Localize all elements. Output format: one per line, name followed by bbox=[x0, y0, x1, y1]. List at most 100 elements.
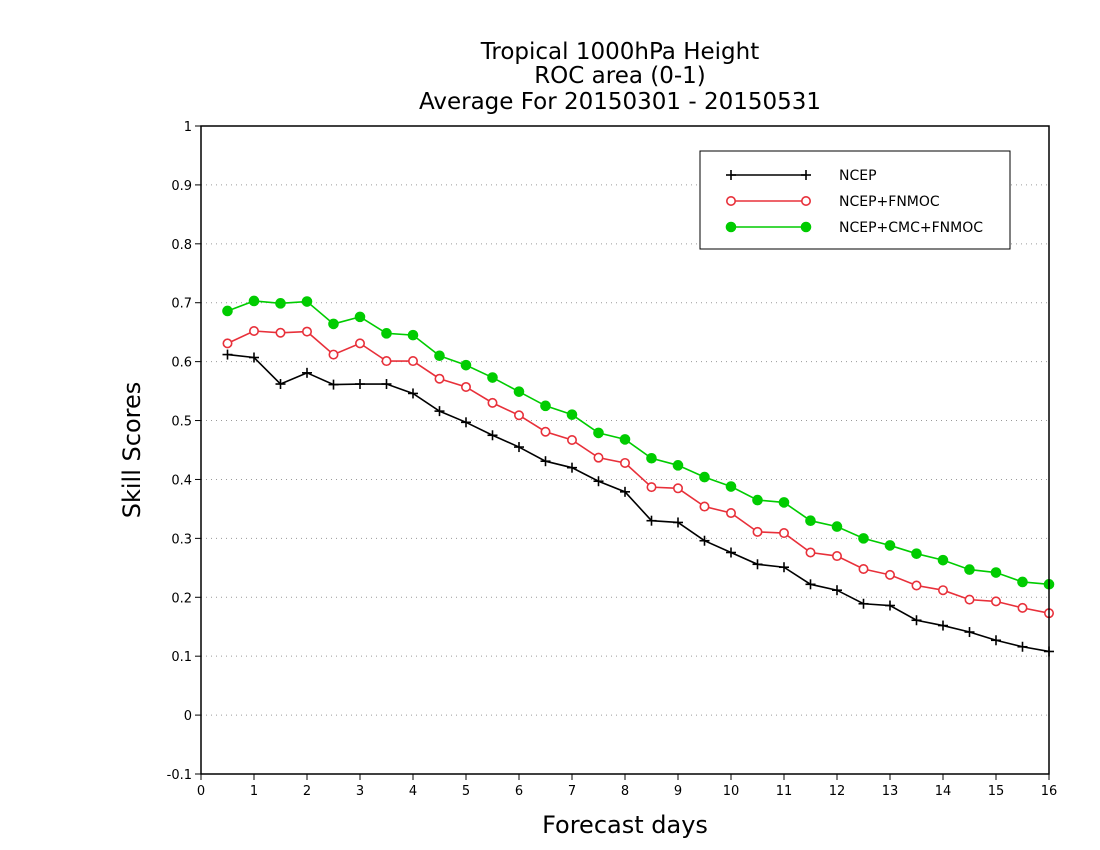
title-line-3: Average For 20150301 - 20150531 bbox=[419, 89, 821, 115]
data-point bbox=[646, 452, 657, 464]
legend-item: NCEP+CMC+FNMOC bbox=[725, 220, 983, 236]
data-point bbox=[1017, 641, 1028, 652]
x-tick-label: 3 bbox=[356, 784, 364, 799]
data-point bbox=[858, 533, 869, 544]
data-point bbox=[301, 296, 313, 307]
data-point bbox=[805, 579, 816, 590]
data-point bbox=[249, 326, 260, 337]
x-tick-label: 6 bbox=[515, 784, 523, 799]
data-point bbox=[381, 328, 392, 339]
data-point bbox=[460, 359, 472, 371]
data-point bbox=[911, 548, 922, 559]
data-point bbox=[566, 409, 578, 420]
data-point bbox=[646, 515, 657, 526]
data-point bbox=[275, 379, 286, 390]
data-point bbox=[937, 554, 949, 566]
data-point bbox=[513, 410, 524, 421]
data-point bbox=[805, 515, 816, 526]
data-point bbox=[911, 580, 922, 591]
data-point bbox=[832, 585, 842, 596]
title-line-1: Tropical 1000hPa Height bbox=[480, 39, 760, 65]
legend-item: NCEP+FNMOC bbox=[725, 194, 940, 210]
data-point bbox=[328, 318, 339, 330]
x-tick-label: 11 bbox=[776, 784, 793, 799]
x-tick-label: 13 bbox=[882, 784, 899, 799]
data-point bbox=[328, 379, 339, 390]
legend-item: NCEP bbox=[726, 168, 877, 184]
data-point bbox=[381, 356, 392, 367]
data-point bbox=[540, 426, 551, 437]
x-tick-label: 12 bbox=[829, 784, 846, 799]
y-axis-ticks: -0.1 0 0.1 0.2 0.3 0.4 0.5 0.6 0.7 0.8 0.9 1 bbox=[167, 120, 201, 783]
data-point bbox=[619, 434, 631, 445]
data-point bbox=[858, 563, 869, 574]
data-point bbox=[593, 452, 604, 463]
data-point bbox=[725, 508, 736, 519]
data-point bbox=[800, 221, 812, 233]
data-point bbox=[938, 620, 948, 631]
data-point bbox=[222, 305, 233, 317]
legend-label: NCEP bbox=[839, 168, 877, 184]
data-point bbox=[275, 327, 286, 338]
data-point bbox=[699, 535, 710, 546]
data-point bbox=[567, 462, 577, 473]
data-point bbox=[752, 526, 763, 537]
data-point bbox=[752, 494, 763, 506]
data-point bbox=[800, 196, 811, 207]
data-point bbox=[725, 221, 737, 233]
data-point bbox=[1017, 576, 1028, 588]
data-point bbox=[407, 356, 418, 367]
x-tick-label: 16 bbox=[1041, 784, 1058, 799]
y-tick-label: -0.1 bbox=[167, 768, 192, 783]
data-point bbox=[354, 338, 365, 349]
series-1 bbox=[222, 349, 1054, 657]
data-point bbox=[487, 372, 498, 383]
data-point bbox=[1017, 602, 1028, 613]
data-point bbox=[991, 635, 1001, 646]
data-point bbox=[222, 349, 233, 360]
x-tick-label: 15 bbox=[988, 784, 1005, 799]
chart-title: Tropical 1000hPa Height ROC area (0-1) A… bbox=[419, 39, 821, 115]
data-point bbox=[672, 460, 684, 471]
y-tick-label: 0.1 bbox=[171, 650, 192, 665]
y-tick-label: 1 bbox=[184, 120, 192, 135]
data-point bbox=[673, 517, 683, 528]
data-point bbox=[222, 338, 233, 349]
y-axis-label: Skill Scores bbox=[118, 382, 146, 519]
data-point bbox=[805, 547, 816, 558]
data-point bbox=[487, 430, 498, 441]
y-tick-label: 0.7 bbox=[171, 297, 192, 312]
data-point bbox=[434, 373, 445, 384]
data-point bbox=[354, 311, 366, 323]
data-point bbox=[964, 564, 975, 575]
data-point bbox=[619, 457, 630, 468]
series-line bbox=[227, 330, 1050, 614]
data-point bbox=[646, 482, 657, 493]
series-line bbox=[227, 300, 1050, 586]
data-point bbox=[593, 476, 604, 487]
data-point bbox=[434, 350, 445, 362]
data-point bbox=[725, 196, 736, 207]
data-point bbox=[937, 585, 948, 596]
y-tick-label: 0.6 bbox=[171, 356, 192, 371]
x-tick-label: 7 bbox=[568, 784, 576, 799]
y-tick-label: 0.5 bbox=[171, 415, 192, 430]
data-point bbox=[302, 367, 312, 378]
x-tick-label: 1 bbox=[250, 784, 258, 799]
x-axis-ticks: 0 1 2 3 4 5 6 7 8 9 10 11 12 13 14 15 16 bbox=[197, 774, 1057, 799]
data-point bbox=[752, 559, 763, 570]
data-point bbox=[381, 379, 392, 390]
series-3 bbox=[222, 295, 1055, 590]
data-point bbox=[990, 596, 1001, 607]
data-point bbox=[884, 569, 895, 580]
data-point bbox=[885, 600, 895, 611]
data-point bbox=[699, 471, 710, 483]
x-tick-label: 4 bbox=[409, 784, 417, 799]
y-tick-label: 0.4 bbox=[171, 473, 192, 488]
data-point bbox=[726, 170, 736, 180]
y-tick-label: 0.2 bbox=[171, 591, 192, 606]
data-point bbox=[275, 298, 286, 309]
data-point bbox=[513, 386, 525, 397]
data-point bbox=[248, 295, 260, 307]
